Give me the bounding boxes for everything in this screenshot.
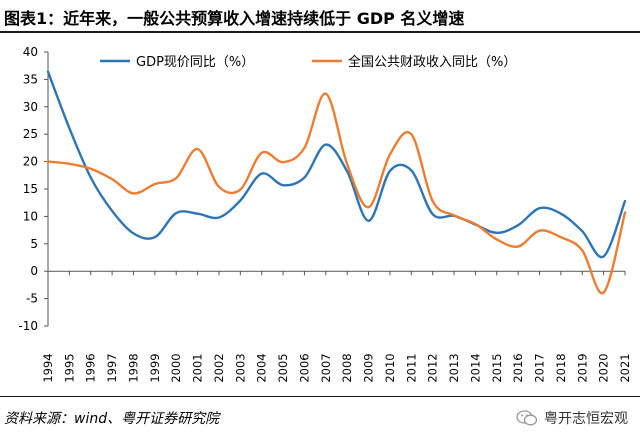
x-tick-label: 1995 [62, 353, 76, 382]
x-tick-label: 2001 [191, 353, 205, 382]
legend-label: 全国公共财政收入同比（%） [348, 54, 516, 70]
y-tick-label: -5 [26, 292, 38, 306]
x-tick-label: 2008 [340, 353, 354, 382]
wechat-icon [516, 410, 538, 426]
x-tick-label: 2009 [362, 353, 376, 382]
x-tick-label: 2006 [297, 353, 311, 382]
y-tick-label: 30 [23, 100, 38, 114]
brand-name: 粤开志恒宏观 [544, 411, 628, 427]
y-tick-label: -10 [18, 319, 38, 333]
x-tick-label: 2003 [233, 353, 247, 382]
x-tick-label: 2013 [447, 353, 461, 382]
x-tick-label: 2020 [597, 353, 611, 382]
x-tick-label: 2014 [468, 353, 482, 382]
x-tick-label: 2019 [575, 353, 589, 382]
figure-title: 图表1：近年来，一般公共预算收入增速持续低于 GDP 名义增速 [4, 9, 465, 28]
x-tick-label: 1997 [105, 353, 119, 382]
y-tick-label: 15 [23, 182, 38, 196]
x-tick-label: 2015 [490, 353, 504, 382]
x-tick-label: 2011 [404, 353, 418, 382]
y-tick-label: 10 [23, 209, 38, 223]
y-tick-label: 20 [23, 155, 38, 169]
brand-mark: 粤开志恒宏观 [516, 408, 628, 428]
revenue-series-line [46, 92, 627, 295]
gdp-series-line [46, 70, 627, 259]
y-tick-label: 5 [30, 237, 38, 251]
x-tick-label: 1998 [126, 353, 140, 382]
y-tick-label: 40 [23, 45, 38, 59]
source-note: 资料来源：wind、粤开证券研究院 [4, 411, 220, 427]
y-tick-label: 0 [30, 264, 38, 278]
x-tick-label: 1994 [41, 353, 55, 382]
x-tick-label: 2012 [426, 353, 440, 382]
x-tick-label: 2005 [276, 353, 290, 382]
x-tick-label: 2010 [383, 353, 397, 382]
line-chart: -10 -5 0 5 10 15 20 25 30 35 40 1994 1995 1996 1997 199… [18, 45, 632, 383]
x-tick-label: 2016 [511, 353, 525, 382]
title-bar: 图表1：近年来，一般公共预算收入增速持续低于 GDP 名义增速 [0, 0, 640, 30]
x-tick-label: 2007 [319, 353, 333, 382]
x-tick-label: 2002 [212, 353, 226, 382]
x-tick-label: 2017 [533, 353, 547, 382]
x-tick-label: 2018 [554, 353, 568, 382]
x-tick-label: 2021 [618, 353, 632, 382]
legend-label: GDP现价同比（%） [136, 55, 254, 70]
x-tick-label: 1996 [84, 353, 98, 382]
x-tick-label: 2000 [169, 353, 183, 382]
y-tick-label: 25 [23, 127, 38, 141]
x-tick-label: 1999 [148, 353, 162, 382]
x-tick-label: 2004 [255, 353, 269, 382]
y-tick-label: 35 [23, 72, 38, 86]
title-divider [0, 31, 640, 33]
footer-divider [0, 396, 640, 397]
